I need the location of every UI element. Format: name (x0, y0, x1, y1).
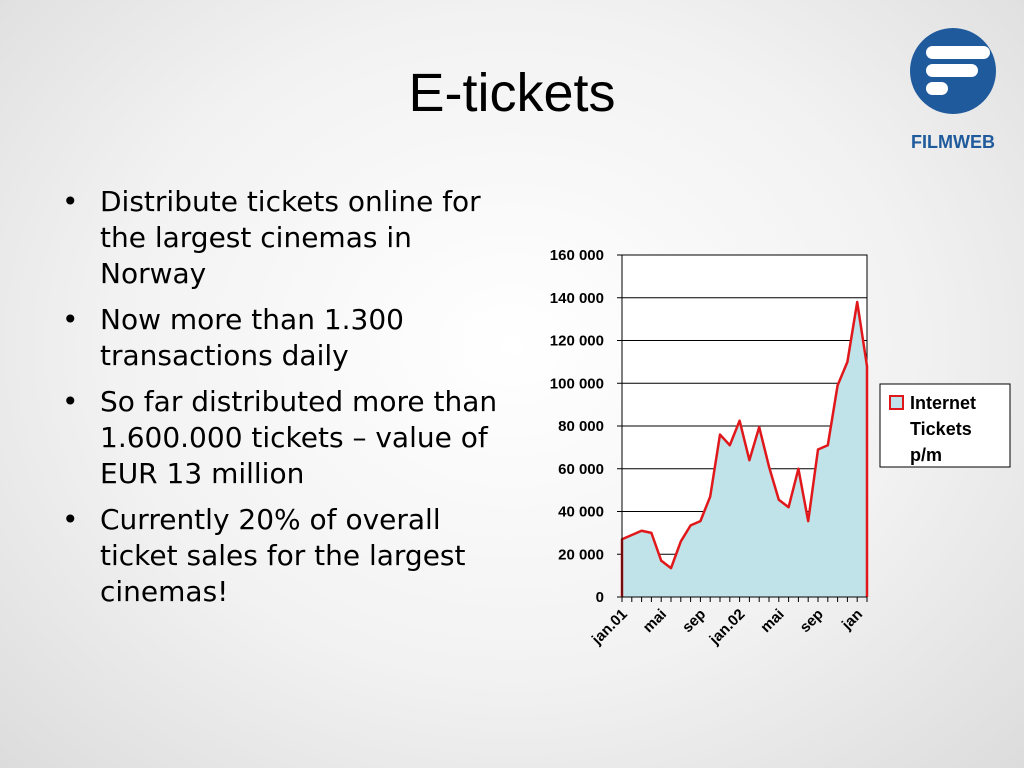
y-tick-label: 80 000 (558, 418, 604, 435)
bullet-item: • Distribute tickets online for the large… (62, 185, 481, 290)
y-tick-label: 120 000 (550, 333, 604, 350)
x-tick-label: sep (797, 606, 827, 636)
legend-label: Internet (910, 393, 976, 413)
y-tick-label: 100 000 (550, 375, 604, 392)
x-tick-label: jan.02 (706, 606, 749, 649)
y-tick-label: 0 (596, 589, 604, 606)
y-tick-label: 60 000 (558, 461, 604, 478)
x-tick-label: jan.01 (588, 606, 631, 649)
slide-title: E-tickets (408, 63, 616, 123)
x-tick-label: mai (640, 606, 670, 636)
series-area (622, 302, 867, 597)
legend-label: Tickets (910, 419, 972, 439)
legend-swatch (889, 395, 904, 410)
y-tick-label: 20 000 (558, 546, 604, 563)
bullet-list: • Distribute tickets online for the large… (62, 184, 512, 620)
series-line (620, 300, 869, 597)
bullet-item: • So far distributed more than 1.600.000 … (62, 385, 498, 490)
y-tick-label: 160 000 (550, 247, 604, 264)
legend-label: p/m (910, 445, 942, 465)
bullet-item: • Now more than 1.300 transactions daily (62, 303, 404, 372)
bullet-item: • Currently 20% of overall ticket sales f… (62, 503, 466, 608)
filmweb-logo: FILMWEB (906, 26, 1000, 156)
y-tick-label: 140 000 (550, 290, 604, 307)
filmweb-logo-icon (910, 28, 996, 114)
x-tick-label: mai (757, 606, 787, 636)
x-tick-label: sep (679, 606, 709, 636)
y-tick-label: 40 000 (558, 504, 604, 521)
logo-wordmark: FILMWEB (911, 132, 995, 152)
x-tick-label: jan (838, 606, 866, 634)
